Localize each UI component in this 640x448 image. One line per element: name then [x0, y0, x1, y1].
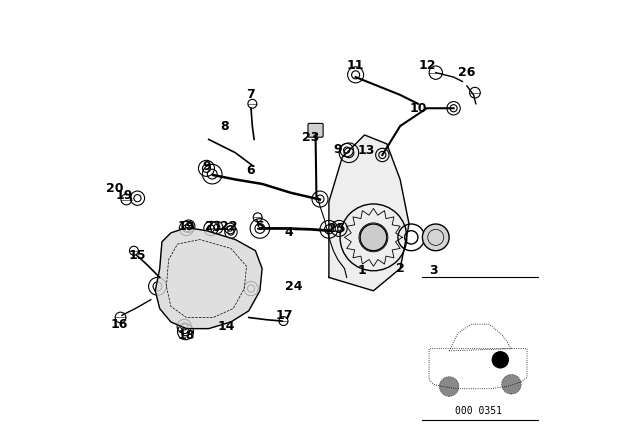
Polygon shape — [156, 228, 262, 329]
Text: 5: 5 — [255, 220, 264, 233]
Text: 17: 17 — [276, 309, 293, 322]
Text: 14: 14 — [218, 320, 236, 333]
Text: 6: 6 — [246, 164, 255, 177]
Text: 19: 19 — [115, 189, 132, 202]
Text: 10: 10 — [409, 102, 427, 115]
Text: 4: 4 — [284, 226, 293, 239]
Circle shape — [439, 377, 459, 396]
Text: 15: 15 — [129, 249, 146, 262]
Text: 11: 11 — [347, 60, 364, 73]
Text: 20: 20 — [106, 182, 123, 195]
Circle shape — [492, 352, 508, 368]
Text: 9: 9 — [202, 159, 211, 172]
Text: 2: 2 — [396, 262, 404, 275]
Text: 12: 12 — [418, 60, 436, 73]
Text: 22: 22 — [220, 220, 237, 233]
Text: 13: 13 — [358, 144, 376, 157]
Text: 000 0351: 000 0351 — [454, 406, 502, 416]
Circle shape — [502, 375, 521, 394]
FancyBboxPatch shape — [308, 123, 323, 137]
Text: 16: 16 — [111, 318, 129, 331]
Text: 26: 26 — [458, 66, 476, 79]
Text: 1: 1 — [358, 264, 367, 277]
Text: 3: 3 — [429, 264, 438, 277]
Text: 9: 9 — [333, 143, 342, 156]
Text: 8: 8 — [220, 120, 228, 133]
Text: 7: 7 — [246, 88, 255, 101]
Text: 19: 19 — [178, 220, 195, 233]
Text: 18: 18 — [178, 329, 195, 342]
Text: 23: 23 — [303, 131, 320, 144]
Circle shape — [422, 224, 449, 251]
Circle shape — [360, 224, 387, 251]
Polygon shape — [329, 135, 409, 291]
Text: 21: 21 — [205, 220, 223, 233]
Text: 25: 25 — [328, 222, 346, 235]
Text: 24: 24 — [285, 280, 302, 293]
